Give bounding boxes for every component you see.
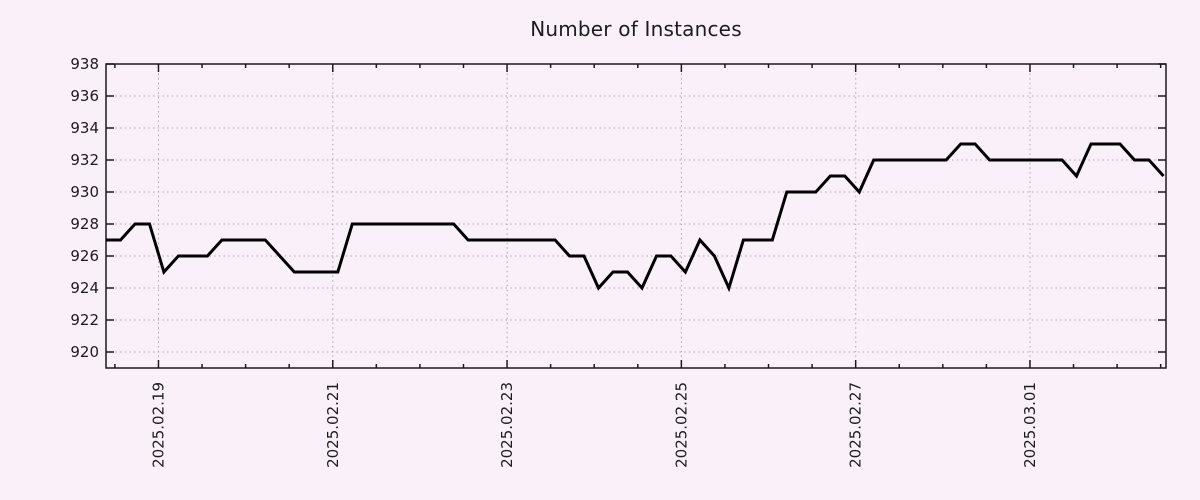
x-tick-label: 2025.02.25: [672, 382, 690, 468]
x-tick-label: 2025.02.23: [498, 382, 516, 468]
x-tick-label: 2025.03.01: [1021, 382, 1039, 468]
chart-title: Number of Instances: [530, 17, 742, 41]
series-line: [106, 142, 1165, 293]
y-tick-label: 926: [70, 247, 99, 265]
y-tick-label: 924: [70, 279, 99, 297]
y-tick-label: 932: [70, 151, 99, 169]
y-tick-label: 938: [70, 55, 99, 73]
plot-area: [106, 64, 1166, 368]
x-tick-label: 2025.02.21: [324, 382, 342, 468]
y-tick-label: 936: [70, 87, 99, 105]
y-tick-label: 920: [70, 343, 99, 361]
x-tick-label: 2025.02.27: [847, 382, 865, 468]
plot-frame: [105, 63, 1167, 369]
y-tick-label: 928: [70, 215, 99, 233]
x-tick-label: 2025.02.19: [149, 382, 167, 468]
y-tick-label: 934: [70, 119, 99, 137]
y-tick-label: 922: [70, 311, 99, 329]
y-tick-label: 930: [70, 183, 99, 201]
